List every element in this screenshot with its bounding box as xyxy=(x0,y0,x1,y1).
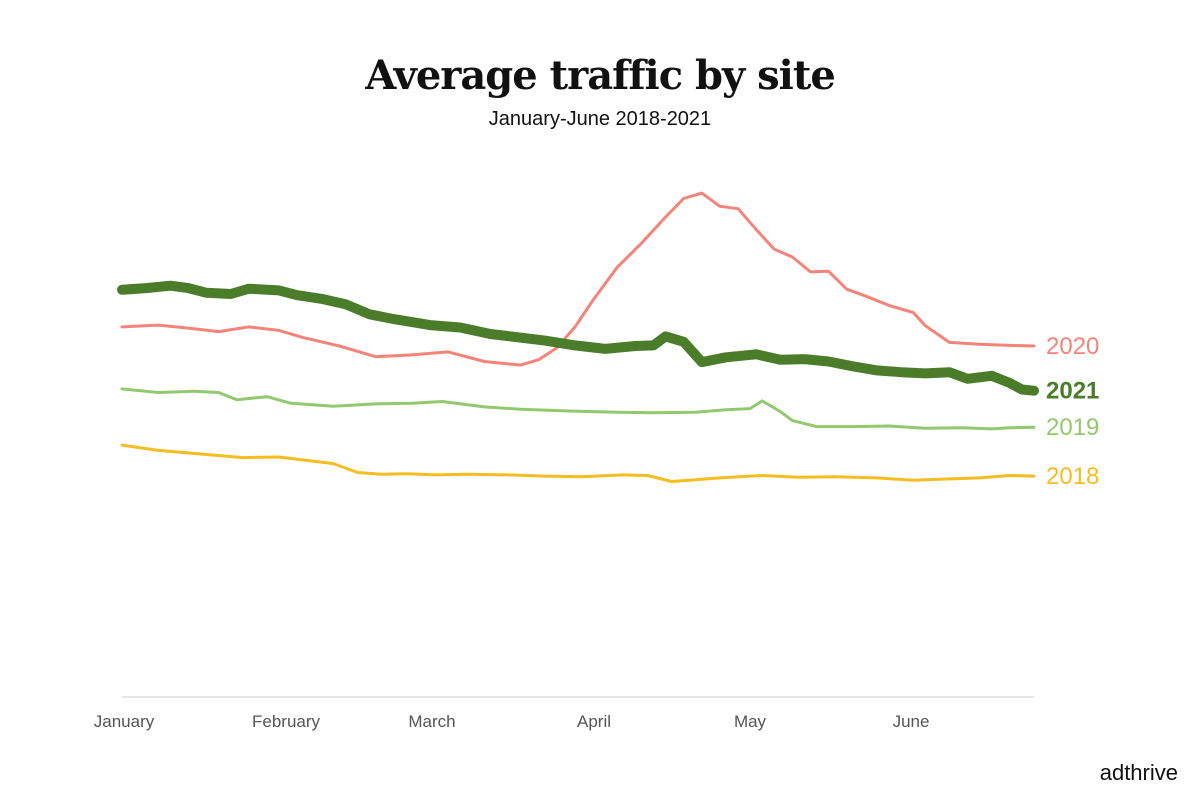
x-tick-label-march: March xyxy=(408,712,455,731)
series-label-2018: 2018 xyxy=(1046,463,1099,490)
series-line-2020 xyxy=(120,191,1036,367)
series-line-2021 xyxy=(117,280,1039,396)
chart-subtitle: January-June 2018-2021 xyxy=(488,108,712,130)
adthrive-logo: adthrive xyxy=(1099,760,1178,785)
series-label-2021: 2021 xyxy=(1046,378,1099,405)
series-label-2019: 2019 xyxy=(1046,414,1099,441)
x-tick-label-april: April xyxy=(577,712,611,731)
series-labels: 2020 2021 2019 2018 xyxy=(1046,333,1099,490)
chart-title: Average traffic by site xyxy=(365,52,836,99)
x-tick-labels: January February March April May June xyxy=(94,712,930,731)
x-tick-label-may: May xyxy=(734,712,767,731)
x-tick-label-january: January xyxy=(94,712,155,731)
x-tick-label-february: February xyxy=(252,712,321,731)
series-group xyxy=(117,191,1039,483)
series-label-2020: 2020 xyxy=(1046,333,1099,360)
series-line-2018 xyxy=(120,443,1036,483)
series-line-2019 xyxy=(120,387,1036,431)
x-tick-label-june: June xyxy=(893,712,930,731)
